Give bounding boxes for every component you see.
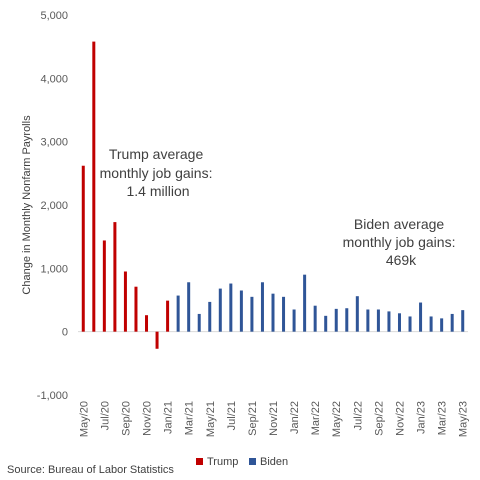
bar-biden-Jan-22 [292, 309, 296, 332]
y-tick-label: -1,000 [37, 390, 68, 402]
x-tick-label: Jul/20 [99, 401, 111, 430]
bar-trump-Sep-20 [123, 271, 127, 332]
bar-biden-Feb-21 [176, 295, 180, 332]
bar-biden-May-22 [334, 308, 338, 332]
bar-trump-Dec-20 [155, 331, 159, 349]
bar-biden-Jan-23 [419, 302, 423, 332]
x-tick-label: Nov/22 [394, 401, 406, 436]
bar-biden-May-23 [461, 310, 465, 332]
x-tick-label: Sep/20 [120, 401, 132, 436]
bar-trump-Oct-20 [134, 286, 138, 332]
biden-annotation-line-2: monthly job gains: [343, 234, 456, 250]
bar-biden-May-21 [208, 301, 212, 332]
trump-annotation-line-1: Trump average [109, 146, 204, 162]
bar-trump-May-20 [81, 165, 85, 332]
biden-annotation-line-1: Biden average [354, 216, 445, 232]
legend-swatch-biden [249, 458, 256, 465]
bar-biden-Nov-21 [271, 293, 275, 332]
bar-biden-Jul-22 [355, 296, 359, 332]
bar-biden-Apr-21 [197, 313, 201, 332]
legend-label-trump: Trump [207, 456, 238, 468]
y-tick-label: 3,000 [40, 137, 68, 149]
trump-annotation-line-2: monthly job gains: [100, 165, 213, 181]
bar-trump-Nov-20 [145, 315, 149, 332]
x-tick-label: May/22 [331, 401, 343, 437]
x-tick-label: Mar/22 [310, 401, 322, 435]
bar-trump-Jul-20 [102, 240, 106, 332]
bar-biden-Aug-21 [239, 290, 243, 332]
bar-biden-Feb-23 [429, 316, 433, 332]
bar-biden-Jun-21 [218, 288, 222, 332]
bar-biden-Aug-22 [366, 309, 370, 332]
x-tick-label: Jan/21 [163, 401, 175, 434]
y-tick-label: 4,000 [40, 73, 68, 85]
x-tick-label: Nov/20 [142, 401, 154, 436]
x-tick-label: Sep/21 [247, 401, 259, 436]
bar-biden-Mar-23 [440, 318, 444, 332]
y-tick-label: 1,000 [40, 263, 68, 275]
bar-biden-Sep-22 [376, 309, 380, 332]
bar-biden-Nov-22 [397, 313, 401, 332]
x-tick-label: Sep/22 [373, 401, 385, 436]
bar-trump-Jun-20 [92, 41, 96, 332]
y-tick-label: 0 [62, 327, 68, 339]
x-tick-label: May/20 [78, 401, 90, 437]
bar-biden-Jul-21 [229, 283, 233, 332]
y-axis: -1,000 0 1,000 2,000 3,000 4,000 5,000 [37, 10, 68, 402]
bar-biden-Oct-22 [387, 311, 391, 332]
x-tick-label: Nov/21 [268, 401, 280, 436]
x-tick-label: Jan/23 [416, 401, 428, 434]
source-note: Source: Bureau of Labor Statistics [7, 464, 174, 476]
x-tick-label: Jul/21 [226, 401, 238, 430]
x-axis-ticks: May/20 Jul/20 Sep/20 Nov/20 Jan/21 Mar/21 May/… [78, 401, 469, 437]
biden-annotation-line-3: 469k [386, 252, 417, 268]
bar-trump-Aug-20 [113, 222, 117, 332]
bar-biden-Mar-22 [313, 305, 317, 332]
y-axis-label: Change in Monthly Nonfarm Payrolls [21, 115, 33, 295]
x-tick-label: May/23 [458, 401, 470, 437]
bar-biden-Sep-21 [250, 296, 254, 332]
bar-biden-Feb-22 [303, 274, 307, 332]
y-tick-label: 2,000 [40, 200, 68, 212]
trump-annotation: Trump average monthly job gains: 1.4 mil… [100, 146, 217, 199]
bar-biden-Mar-21 [187, 282, 191, 332]
legend: Trump Biden [196, 456, 288, 468]
x-tick-label: Mar/21 [184, 401, 196, 435]
trump-annotation-line-3: 1.4 million [126, 183, 189, 199]
x-tick-label: Mar/23 [437, 401, 449, 435]
legend-label-biden: Biden [260, 456, 288, 468]
y-tick-label: 5,000 [40, 10, 68, 22]
bar-biden-Apr-23 [450, 313, 454, 332]
bars [81, 41, 465, 349]
bar-trump-Jan-21 [166, 300, 170, 332]
legend-swatch-trump [196, 458, 203, 465]
x-tick-label: Jul/22 [352, 401, 364, 430]
bar-biden-Oct-21 [260, 282, 264, 332]
bar-biden-Dec-22 [408, 316, 412, 332]
bar-biden-Apr-22 [324, 315, 328, 332]
x-tick-label: May/21 [205, 401, 217, 437]
biden-annotation: Biden average monthly job gains: 469k [343, 216, 460, 268]
bar-biden-Dec-21 [282, 296, 286, 332]
bar-biden-Jun-22 [345, 308, 349, 332]
x-tick-label: Jan/22 [289, 401, 301, 434]
